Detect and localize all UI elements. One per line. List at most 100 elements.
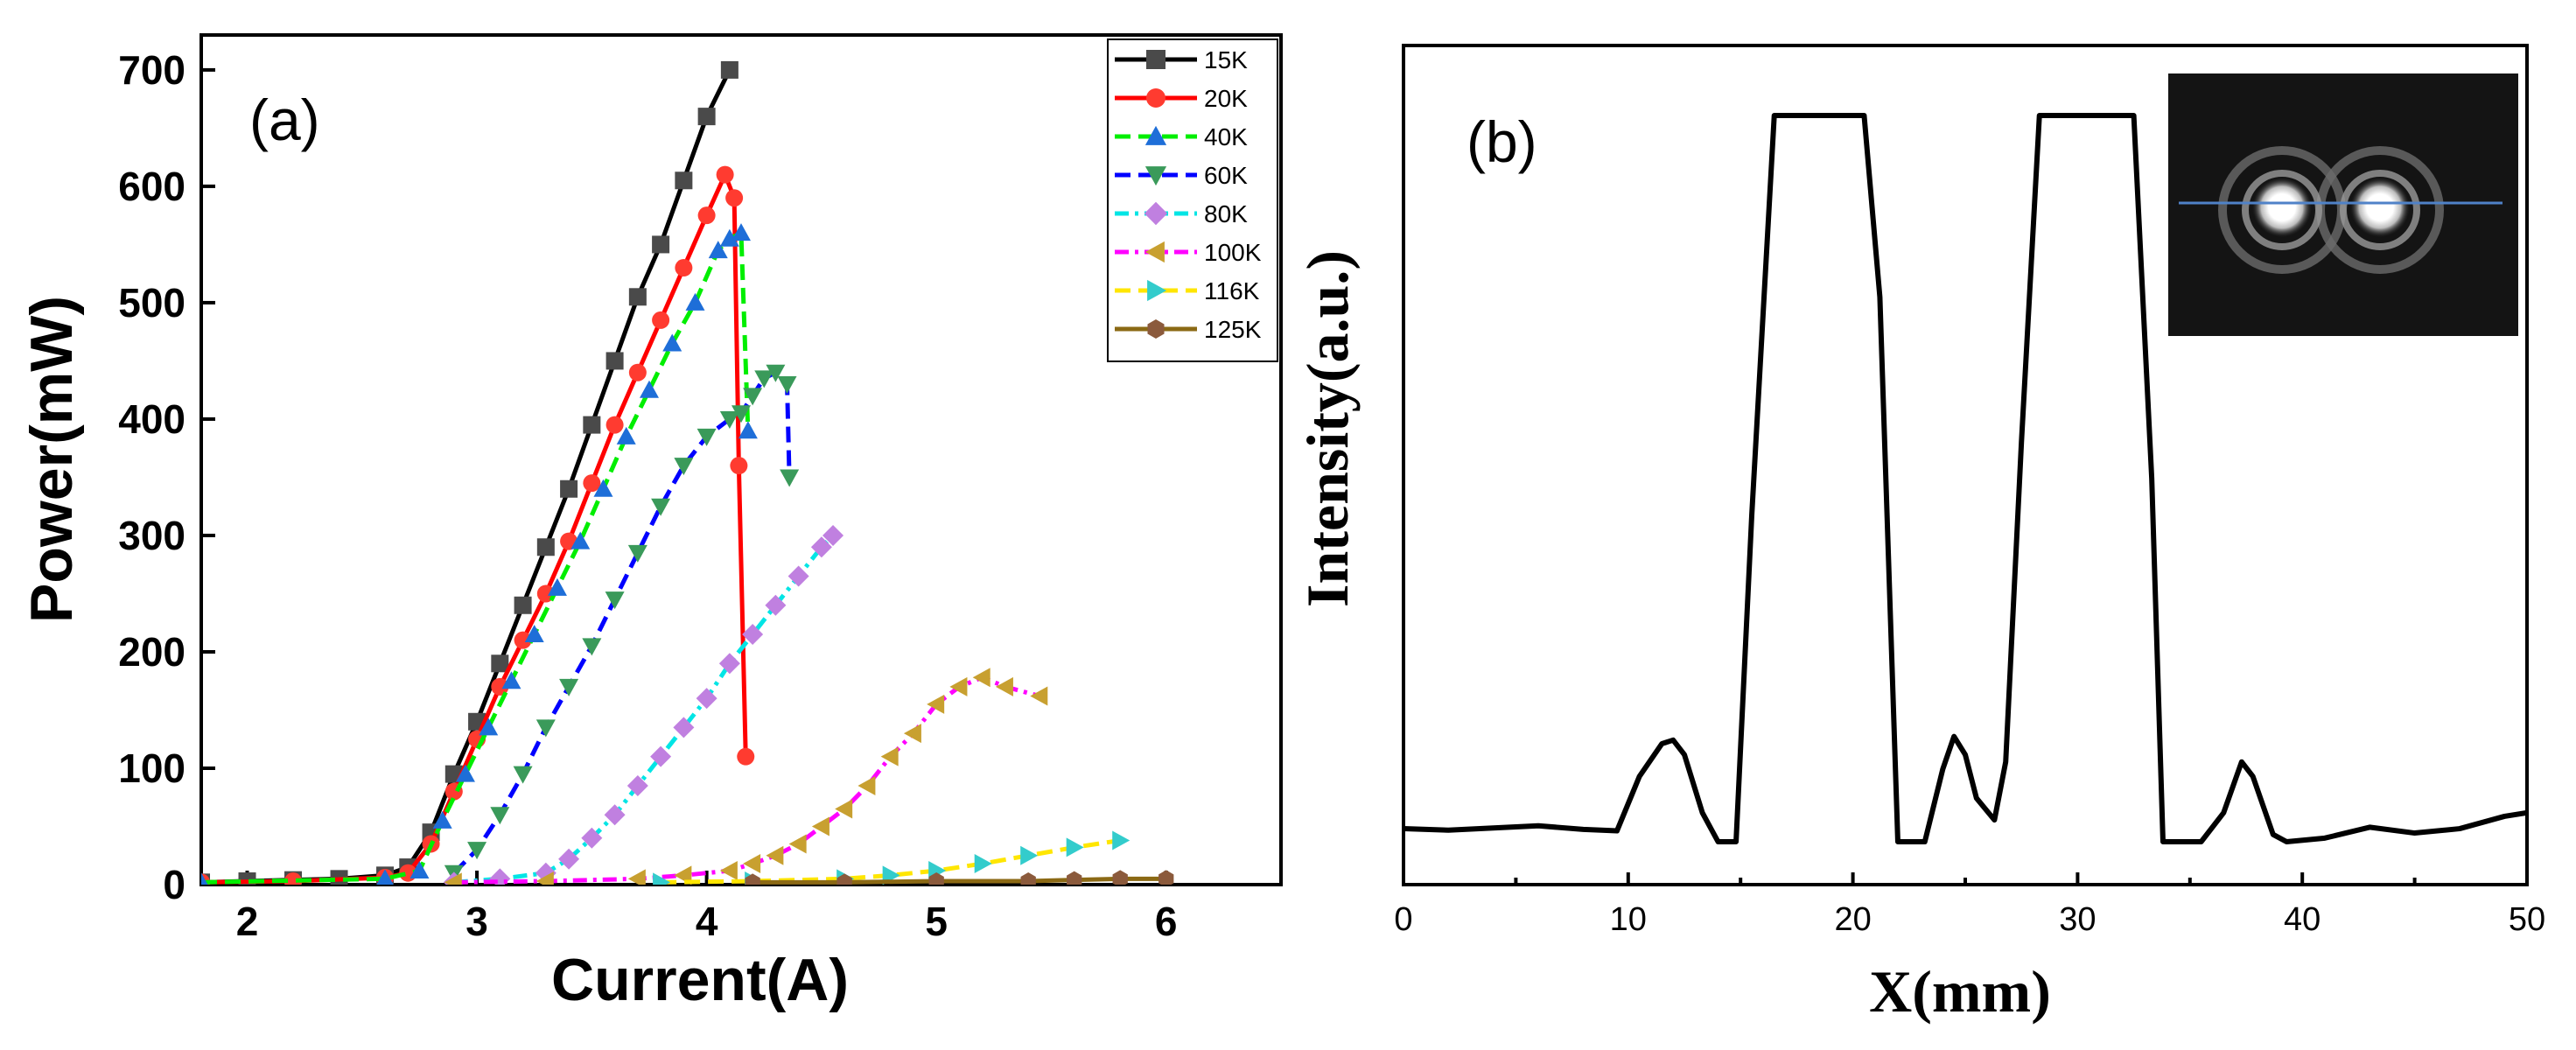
data-point-80K <box>626 774 648 796</box>
panel-a-tag: (a) <box>249 88 320 152</box>
data-point-100K <box>949 676 968 696</box>
data-point-60K <box>732 405 751 424</box>
legend-label: 60K <box>1204 162 1248 189</box>
inset-ring-left <box>2242 170 2322 250</box>
data-point-40K <box>524 625 544 643</box>
legend-entry-80K: 80K <box>1115 200 1248 228</box>
legend-marker <box>1146 50 1166 69</box>
data-point-15K <box>514 596 532 614</box>
data-point-60K <box>627 544 648 563</box>
legend-entry-100K: 100K <box>1115 239 1262 266</box>
data-point-125K <box>745 873 760 885</box>
data-point-60K <box>467 842 487 860</box>
panel-b-x-tick-label: 40 <box>2284 901 2320 938</box>
data-point-40K <box>570 531 591 550</box>
data-point-125K <box>1158 870 1174 885</box>
data-point-60K <box>719 410 739 429</box>
data-point-40K <box>719 228 739 247</box>
data-point-116K <box>1066 837 1084 858</box>
panel-b: 0 10 20 30 40 50 (b) X(mm) Intensity(a.u.) <box>1294 44 2545 1025</box>
data-point-40K <box>616 426 636 444</box>
data-point-15K <box>583 416 601 434</box>
data-point-20K <box>730 457 748 475</box>
panel-b-series <box>1404 113 2527 844</box>
panel-a-y-tick-label: 300 <box>118 513 186 558</box>
panel-a-axes <box>200 33 1283 886</box>
panel-a-x-tick-label: 6 <box>1155 899 1178 944</box>
data-point-15K <box>536 538 555 556</box>
data-point-80K <box>765 594 787 616</box>
panel-a-y-tick-label: 100 <box>118 746 186 791</box>
series-line-80K <box>453 534 835 885</box>
data-point-100K <box>835 799 853 819</box>
data-point-100K <box>927 694 945 714</box>
legend-label: 116K <box>1204 277 1260 304</box>
panel-b-tag: (b) <box>1466 109 1537 174</box>
data-point-100K <box>1030 686 1048 706</box>
profile-line <box>1404 113 2527 844</box>
legend-label: 100K <box>1204 239 1262 266</box>
data-point-60K <box>743 388 763 406</box>
data-point-20K <box>737 747 755 766</box>
panel-a-x-tick-label: 4 <box>696 899 718 944</box>
data-point-116K <box>974 854 992 874</box>
legend-label: 125K <box>1204 316 1262 343</box>
panel-a-y-tick-label: 700 <box>118 47 186 93</box>
data-point-40K <box>410 861 430 879</box>
data-point-20K <box>652 311 670 329</box>
panel-a-series <box>201 60 1174 885</box>
data-point-100K <box>880 746 899 766</box>
data-point-100K <box>719 861 738 881</box>
series-100K <box>444 668 1048 885</box>
panel-b-x-tick-label: 0 <box>1394 901 1412 938</box>
series-line-40K <box>201 230 751 885</box>
panel-a-x-tick-label: 5 <box>925 899 948 944</box>
data-point-100K <box>627 869 646 885</box>
data-point-80K <box>718 653 740 675</box>
legend-label: 15K <box>1204 46 1248 74</box>
legend-entries: 15K 20K 40K 60K 80K 100K 116K 125K <box>1115 46 1262 343</box>
data-point-100K <box>995 676 1013 696</box>
data-point-40K <box>455 764 475 782</box>
data-point-20K <box>675 259 693 277</box>
data-point-125K <box>1067 871 1082 885</box>
data-point-100K <box>972 668 990 688</box>
panel-a-frame <box>200 33 1283 886</box>
data-point-40K <box>593 479 613 497</box>
panel-a-ticks: 2 3 4 5 6 0 100 200 300 400 500 600 700 <box>118 47 1177 944</box>
data-point-15K <box>697 108 716 126</box>
legend-marker <box>1146 88 1166 108</box>
panel-a-y-tick-label: 600 <box>118 164 186 209</box>
data-point-15K <box>491 654 509 673</box>
data-point-20K <box>697 206 716 225</box>
data-point-100K <box>811 816 830 836</box>
data-point-125K <box>1020 872 1036 885</box>
data-point-15K <box>606 352 624 370</box>
data-point-80K <box>604 804 626 826</box>
data-point-60K <box>777 376 797 395</box>
legend-label: 40K <box>1204 123 1248 150</box>
data-point-60K <box>536 719 556 738</box>
data-point-40K <box>547 578 567 596</box>
inset-spot-left <box>2252 178 2312 237</box>
panel-b-x-tick-label: 30 <box>2059 901 2096 938</box>
data-point-100K <box>766 845 784 865</box>
data-point-125K <box>928 872 944 885</box>
data-point-60K <box>696 428 717 446</box>
panel-a-y-tick-label: 200 <box>118 629 186 675</box>
data-point-40K <box>732 223 751 242</box>
panel-b-x-axis-label: X(mm) <box>1869 958 2051 1025</box>
legend-entry-20K: 20K <box>1115 85 1248 112</box>
series-40K <box>201 223 758 885</box>
panel-b-x-tick-label: 10 <box>1610 901 1647 938</box>
panel-a-x-tick-label: 2 <box>236 899 259 944</box>
series-60K <box>444 364 800 883</box>
data-point-80K <box>788 565 809 587</box>
panel-a-y-tick-label: 0 <box>163 862 186 907</box>
panel-a: 2 3 4 5 6 0 100 200 300 400 500 600 700 (a) Current(… <box>18 33 1283 1013</box>
data-point-100K <box>536 872 554 885</box>
data-point-15K <box>628 288 647 306</box>
legend-marker <box>1144 201 1168 226</box>
data-point-60K <box>605 592 625 610</box>
